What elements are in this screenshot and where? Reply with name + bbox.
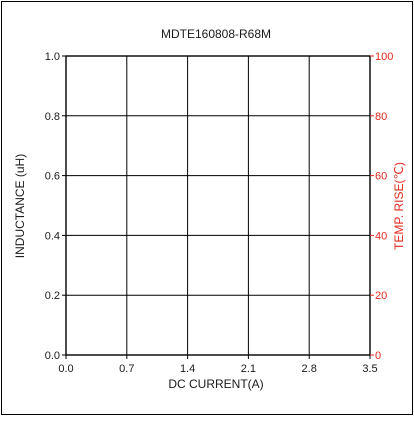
- plot-area-border: [65, 55, 371, 356]
- x-tick-label: 1.4: [180, 363, 195, 375]
- x-tick-label: 2.1: [241, 363, 256, 375]
- grid: [66, 56, 370, 355]
- x-axis-ticks: 0.0 0.7 1.4 2.1 2.8 3.5: [58, 355, 378, 375]
- secondary-y-axis-label: TEMP. RISE(℃): [392, 162, 406, 250]
- y2-tick-label: 60: [375, 171, 387, 183]
- y-axis-label: INDUCTANCE (uH): [13, 154, 27, 258]
- y2-tick-label: 0: [375, 350, 381, 362]
- chart-title: MDTE160808-R68M: [161, 27, 271, 41]
- y-tick-label: 0.6: [45, 171, 60, 183]
- y-tick-label: 0.8: [45, 111, 60, 123]
- x-tick-label: 0.7: [119, 363, 134, 375]
- y-tick-label: 0.4: [45, 230, 60, 242]
- y2-tick-label: 100: [375, 51, 393, 63]
- y2-tick-label: 20: [375, 290, 387, 302]
- y-tick-label: 0.2: [45, 290, 60, 302]
- x-tick-label: 2.8: [302, 363, 317, 375]
- y-tick-label: 1.0: [45, 51, 60, 63]
- x-axis-label: DC CURRENT(A): [168, 377, 263, 391]
- outer-border: [1, 1, 413, 415]
- y2-tick-label: 80: [375, 111, 387, 123]
- x-tick-label: 3.5: [362, 363, 377, 375]
- y-tick-label: 0.0: [45, 350, 60, 362]
- y-axis-ticks: 0.0 0.2 0.4 0.6 0.8 1.0: [45, 51, 66, 362]
- secondary-y-axis-ticks: 0 20 40 60 80 100: [370, 51, 393, 362]
- x-tick-label: 0.0: [58, 363, 73, 375]
- y2-tick-label: 40: [375, 230, 387, 242]
